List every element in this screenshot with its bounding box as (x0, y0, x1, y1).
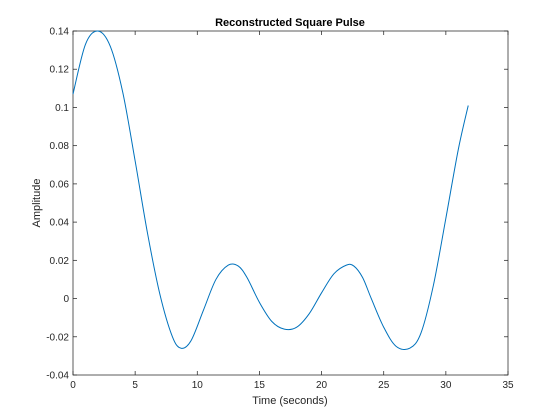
tick-labels: 0 5 10 15 20 25 30 35 -0.04 -0.02 0 0.02 0.04 0.06 0.0… (46, 27, 514, 392)
x-tick-label: 25 (378, 380, 390, 391)
y-tick-label: 0.14 (50, 27, 70, 38)
series-line (72, 30, 469, 351)
y-tick-label: 0 (63, 294, 69, 305)
y-tick-label: 0.12 (50, 65, 70, 76)
y-tick-label: 0.1 (55, 103, 69, 114)
plot-area (72, 30, 509, 376)
x-tick-label: 5 (132, 380, 138, 391)
y-axis-label: Amplitude (31, 179, 43, 228)
ticks (72, 30, 509, 376)
y-tick-label: 0.08 (50, 141, 70, 152)
x-tick-label: 0 (70, 380, 76, 391)
x-tick-label: 35 (502, 380, 514, 391)
x-tick-label: 15 (254, 380, 266, 391)
x-tick-label: 20 (316, 380, 328, 391)
x-axis-label: Time (seconds) (252, 395, 327, 407)
y-tick-label: 0.02 (50, 256, 70, 267)
x-tick-label: 30 (440, 380, 452, 391)
y-tick-label: 0.06 (50, 179, 70, 190)
x-tick-label: 10 (192, 380, 204, 391)
chart-title: Reconstructed Square Pulse (215, 17, 365, 29)
y-tick-label: 0.04 (50, 218, 70, 229)
y-tick-label: -0.02 (46, 332, 69, 343)
y-tick-label: -0.04 (46, 371, 69, 382)
